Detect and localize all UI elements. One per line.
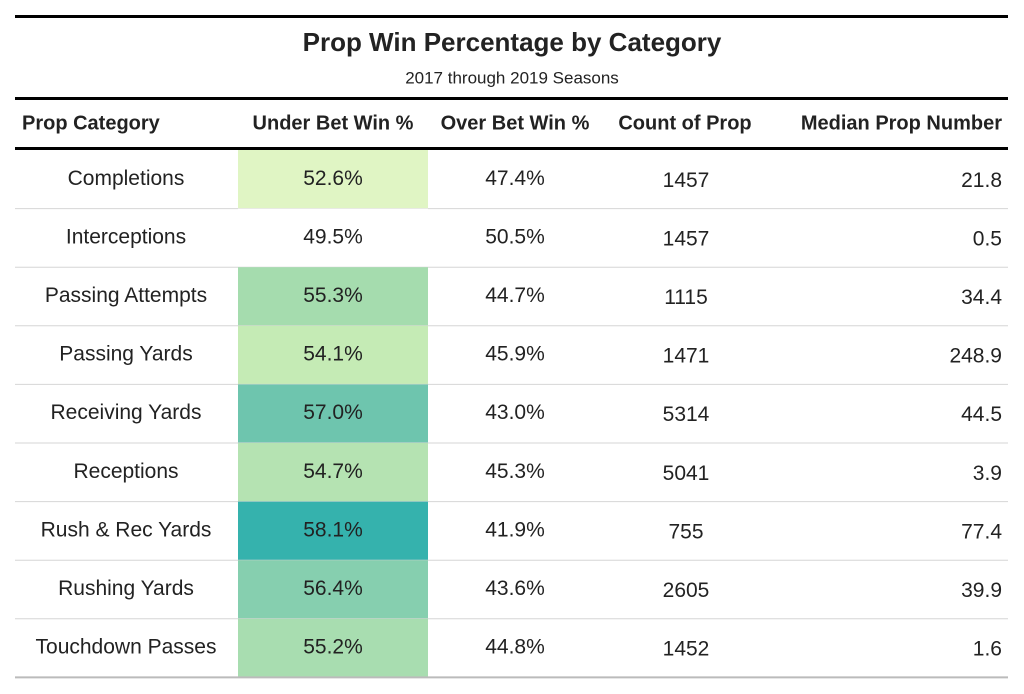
cell: 1457 <box>663 227 710 250</box>
cell: 1457 <box>663 169 710 192</box>
cell-highlight <box>238 618 428 678</box>
cell-highlight <box>238 150 428 209</box>
row-label: Completions <box>68 167 185 190</box>
cell: 3.9 <box>973 462 1002 485</box>
cell: 54.7% <box>303 460 363 483</box>
column-header: Over Bet Win % <box>441 112 590 134</box>
cell-highlight <box>238 208 428 268</box>
cell: 41.9% <box>485 518 545 541</box>
cell-highlight <box>238 384 428 443</box>
cell: 56.4% <box>303 577 363 600</box>
cell: 5314 <box>663 403 710 426</box>
cell: 5041 <box>663 462 710 485</box>
row-label: Passing Attempts <box>45 284 207 307</box>
cell: 44.5 <box>961 403 1002 426</box>
header-bottom-rule <box>15 147 1008 150</box>
cell: 45.3% <box>485 460 545 483</box>
column-header: Median Prop Number <box>801 112 1002 134</box>
cell: 1.6 <box>973 638 1002 661</box>
title: Prop Win Percentage by Category <box>303 27 722 57</box>
cell: 54.1% <box>303 343 363 366</box>
cell-highlight <box>238 267 428 326</box>
cell-highlight <box>238 501 428 561</box>
cell: 0.5 <box>973 227 1002 250</box>
cell: 43.0% <box>485 401 545 424</box>
cell: 248.9 <box>949 345 1002 368</box>
cell: 1471 <box>663 345 710 368</box>
row-label: Rush & Rec Yards <box>41 518 212 541</box>
row-label: Interceptions <box>66 225 186 248</box>
cell: 39.9 <box>961 579 1002 602</box>
cell: 52.6% <box>303 167 363 190</box>
cell-highlight <box>238 325 428 385</box>
cell: 50.5% <box>485 225 545 248</box>
cell: 49.5% <box>303 225 363 248</box>
cell: 2605 <box>663 579 710 602</box>
cell: 44.8% <box>485 636 545 659</box>
subtitle: 2017 through 2019 Seasons <box>405 68 619 87</box>
cell: 43.6% <box>485 577 545 600</box>
cell: 34.4 <box>961 286 1002 309</box>
cell: 55.2% <box>303 636 363 659</box>
row-label: Rushing Yards <box>58 577 194 600</box>
cell: 1452 <box>663 638 710 661</box>
cell: 77.4 <box>961 520 1002 543</box>
header-top-rule <box>15 97 1008 100</box>
cell: 44.7% <box>485 284 545 307</box>
row-label: Passing Yards <box>59 343 192 366</box>
cell: 45.9% <box>485 343 545 366</box>
cell: 55.3% <box>303 284 363 307</box>
column-header: Under Bet Win % <box>253 112 414 134</box>
cell: 21.8 <box>961 169 1002 192</box>
cell: 755 <box>668 520 703 543</box>
cell: 47.4% <box>485 167 545 190</box>
cell: 57.0% <box>303 401 363 424</box>
row-label: Touchdown Passes <box>36 636 217 659</box>
row-label: Receiving Yards <box>51 401 202 424</box>
row-label: Receptions <box>73 460 178 483</box>
cell-highlight <box>238 443 428 502</box>
top-rule <box>15 15 1008 18</box>
column-header: Prop Category <box>22 112 161 134</box>
cell-highlight <box>238 560 428 619</box>
cell: 58.1% <box>303 518 363 541</box>
cell: 1115 <box>664 286 708 309</box>
column-header: Count of Prop <box>618 112 751 134</box>
